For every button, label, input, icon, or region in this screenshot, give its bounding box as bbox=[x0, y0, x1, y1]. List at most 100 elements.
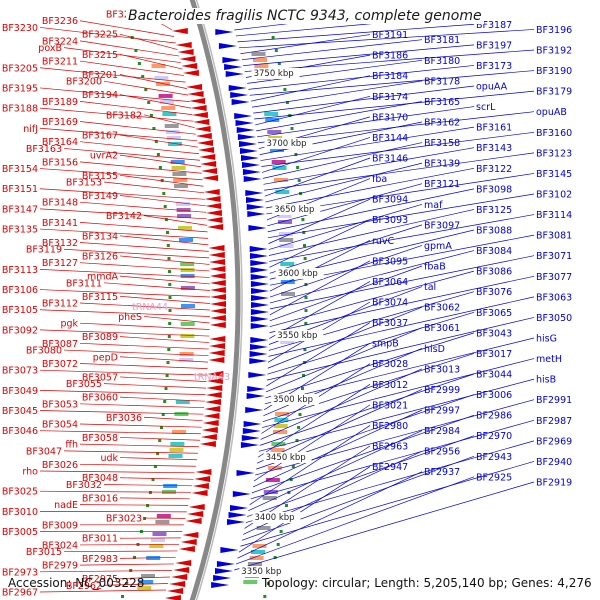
label-connector-right bbox=[237, 23, 475, 43]
label-connector-right bbox=[266, 322, 371, 387]
gene-label-right: BF3173 bbox=[476, 61, 512, 72]
reverse-strand-gene bbox=[188, 504, 205, 510]
cog-track-dot bbox=[152, 127, 156, 130]
gene-label-left: BF3149 bbox=[82, 191, 118, 202]
cog-category-block bbox=[272, 166, 287, 170]
reverse-strand-gene bbox=[185, 518, 202, 524]
cog-category-block bbox=[249, 556, 264, 560]
cog-category-block bbox=[279, 238, 294, 242]
forward-strand-gene bbox=[215, 29, 234, 35]
cog-track-dot bbox=[297, 179, 301, 182]
forward-strand-gene bbox=[237, 134, 256, 140]
reverse-strand-gene bbox=[202, 175, 219, 181]
label-connector-right bbox=[250, 419, 535, 500]
forward-strand-gene bbox=[236, 127, 255, 133]
gene-label-left: BF3073 bbox=[2, 366, 38, 377]
gene-label-left: udk bbox=[100, 453, 118, 464]
cog-track-dot bbox=[163, 400, 167, 403]
cog-track-dot bbox=[146, 504, 150, 507]
label-connector-left bbox=[79, 423, 202, 428]
gene-label-left: nadE bbox=[54, 500, 78, 511]
label-connector-right bbox=[268, 198, 371, 244]
cog-track-dot bbox=[304, 296, 308, 299]
cog-track-dot bbox=[276, 543, 280, 546]
cog-category-block bbox=[270, 148, 284, 152]
gene-label-right: BF3125 bbox=[476, 205, 512, 216]
cog-category-block bbox=[180, 268, 195, 272]
cog-category-block bbox=[273, 424, 288, 428]
gene-label-left: BF3182 bbox=[106, 110, 142, 121]
gene-label-left: BF3115 bbox=[82, 292, 118, 303]
gene-label-left: BF3045 bbox=[2, 406, 38, 417]
gene-label-right: BF2963 bbox=[372, 442, 408, 453]
forward-strand-gene bbox=[250, 323, 269, 329]
label-connector-left bbox=[119, 477, 194, 480]
gene-label-left: BF3023 bbox=[106, 514, 142, 525]
rna-label: tRNA44 bbox=[132, 302, 168, 313]
label-connector-right bbox=[269, 245, 423, 298]
gene-label-left: BF3047 bbox=[26, 446, 62, 457]
gene-label-right: metH bbox=[536, 354, 562, 365]
forward-strand-gene bbox=[250, 274, 269, 280]
forward-strand-gene bbox=[242, 162, 260, 168]
gene-label-left: BF3156 bbox=[42, 157, 78, 168]
gene-label-right: smpB bbox=[372, 339, 399, 350]
cog-category-block bbox=[176, 208, 191, 212]
reverse-strand-gene bbox=[207, 371, 224, 377]
reverse-strand-gene bbox=[179, 56, 196, 62]
label-connector-left bbox=[103, 282, 211, 291]
cog-track-dot bbox=[297, 426, 301, 429]
reverse-strand-gene bbox=[210, 294, 226, 300]
cog-category-block bbox=[167, 142, 182, 146]
gene-label-right: BF2940 bbox=[536, 457, 572, 468]
label-connector-left bbox=[119, 94, 192, 109]
gene-label-right: BF3017 bbox=[476, 349, 512, 360]
label-connector-left bbox=[39, 309, 210, 317]
cog-category-block bbox=[173, 178, 188, 182]
forward-strand-gene bbox=[243, 421, 262, 427]
reverse-strand-gene bbox=[187, 91, 204, 97]
cog-track-dot bbox=[161, 413, 165, 416]
forward-strand-gene bbox=[243, 176, 262, 182]
forward-strand-gene bbox=[250, 344, 268, 350]
reverse-strand-gene bbox=[201, 427, 218, 433]
forward-strand-gene bbox=[246, 204, 265, 210]
forward-strand-gene bbox=[234, 113, 253, 119]
forward-strand-gene bbox=[249, 246, 268, 252]
summary-text: Topology: circular; Length: 5,205,140 bp… bbox=[262, 576, 592, 590]
scale-tick-bg bbox=[263, 452, 312, 463]
gene-label-left: BF3127 bbox=[42, 258, 78, 269]
cog-track-dot bbox=[141, 75, 145, 78]
reverse-strand-gene bbox=[200, 161, 217, 167]
label-connector-left bbox=[103, 181, 205, 194]
cog-track-dot bbox=[163, 205, 167, 208]
gene-label-left: BF3211 bbox=[42, 57, 78, 68]
cog-category-block bbox=[278, 232, 293, 236]
cog-category-block bbox=[179, 358, 194, 362]
cog-track-dot bbox=[303, 244, 306, 247]
cog-track-dot bbox=[303, 348, 307, 351]
cog-category-block bbox=[253, 58, 267, 62]
label-connector-left bbox=[39, 510, 187, 513]
gene-label-right: BF2969 bbox=[536, 436, 572, 447]
scale-tick-label: 3650 kbp bbox=[274, 205, 314, 215]
gene-label-right: BF3094 bbox=[372, 195, 408, 206]
label-connector-right bbox=[234, 481, 535, 571]
label-connector-right bbox=[264, 337, 535, 405]
reverse-strand-gene bbox=[202, 420, 219, 426]
cog-category-block bbox=[265, 478, 280, 482]
label-connector-left bbox=[79, 121, 196, 135]
label-connector-left bbox=[119, 134, 199, 148]
gene-label-left: BF2962 bbox=[66, 581, 102, 592]
reverse-strand-gene bbox=[186, 84, 203, 90]
scale-tick-label: 3750 kbp bbox=[254, 69, 294, 79]
reverse-strand-gene bbox=[182, 70, 199, 76]
gene-label-left: BF3016 bbox=[82, 493, 118, 504]
gene-label-right: BF3037 bbox=[372, 318, 408, 329]
cog-category-block bbox=[180, 334, 195, 338]
gene-label-left: BF3205 bbox=[2, 63, 38, 74]
gene-label-left: BF3225 bbox=[82, 30, 118, 41]
gene-label-right: BF3076 bbox=[476, 287, 512, 298]
gene-label-right: opuAB bbox=[536, 107, 567, 118]
gene-label-left: BF3135 bbox=[2, 225, 38, 236]
